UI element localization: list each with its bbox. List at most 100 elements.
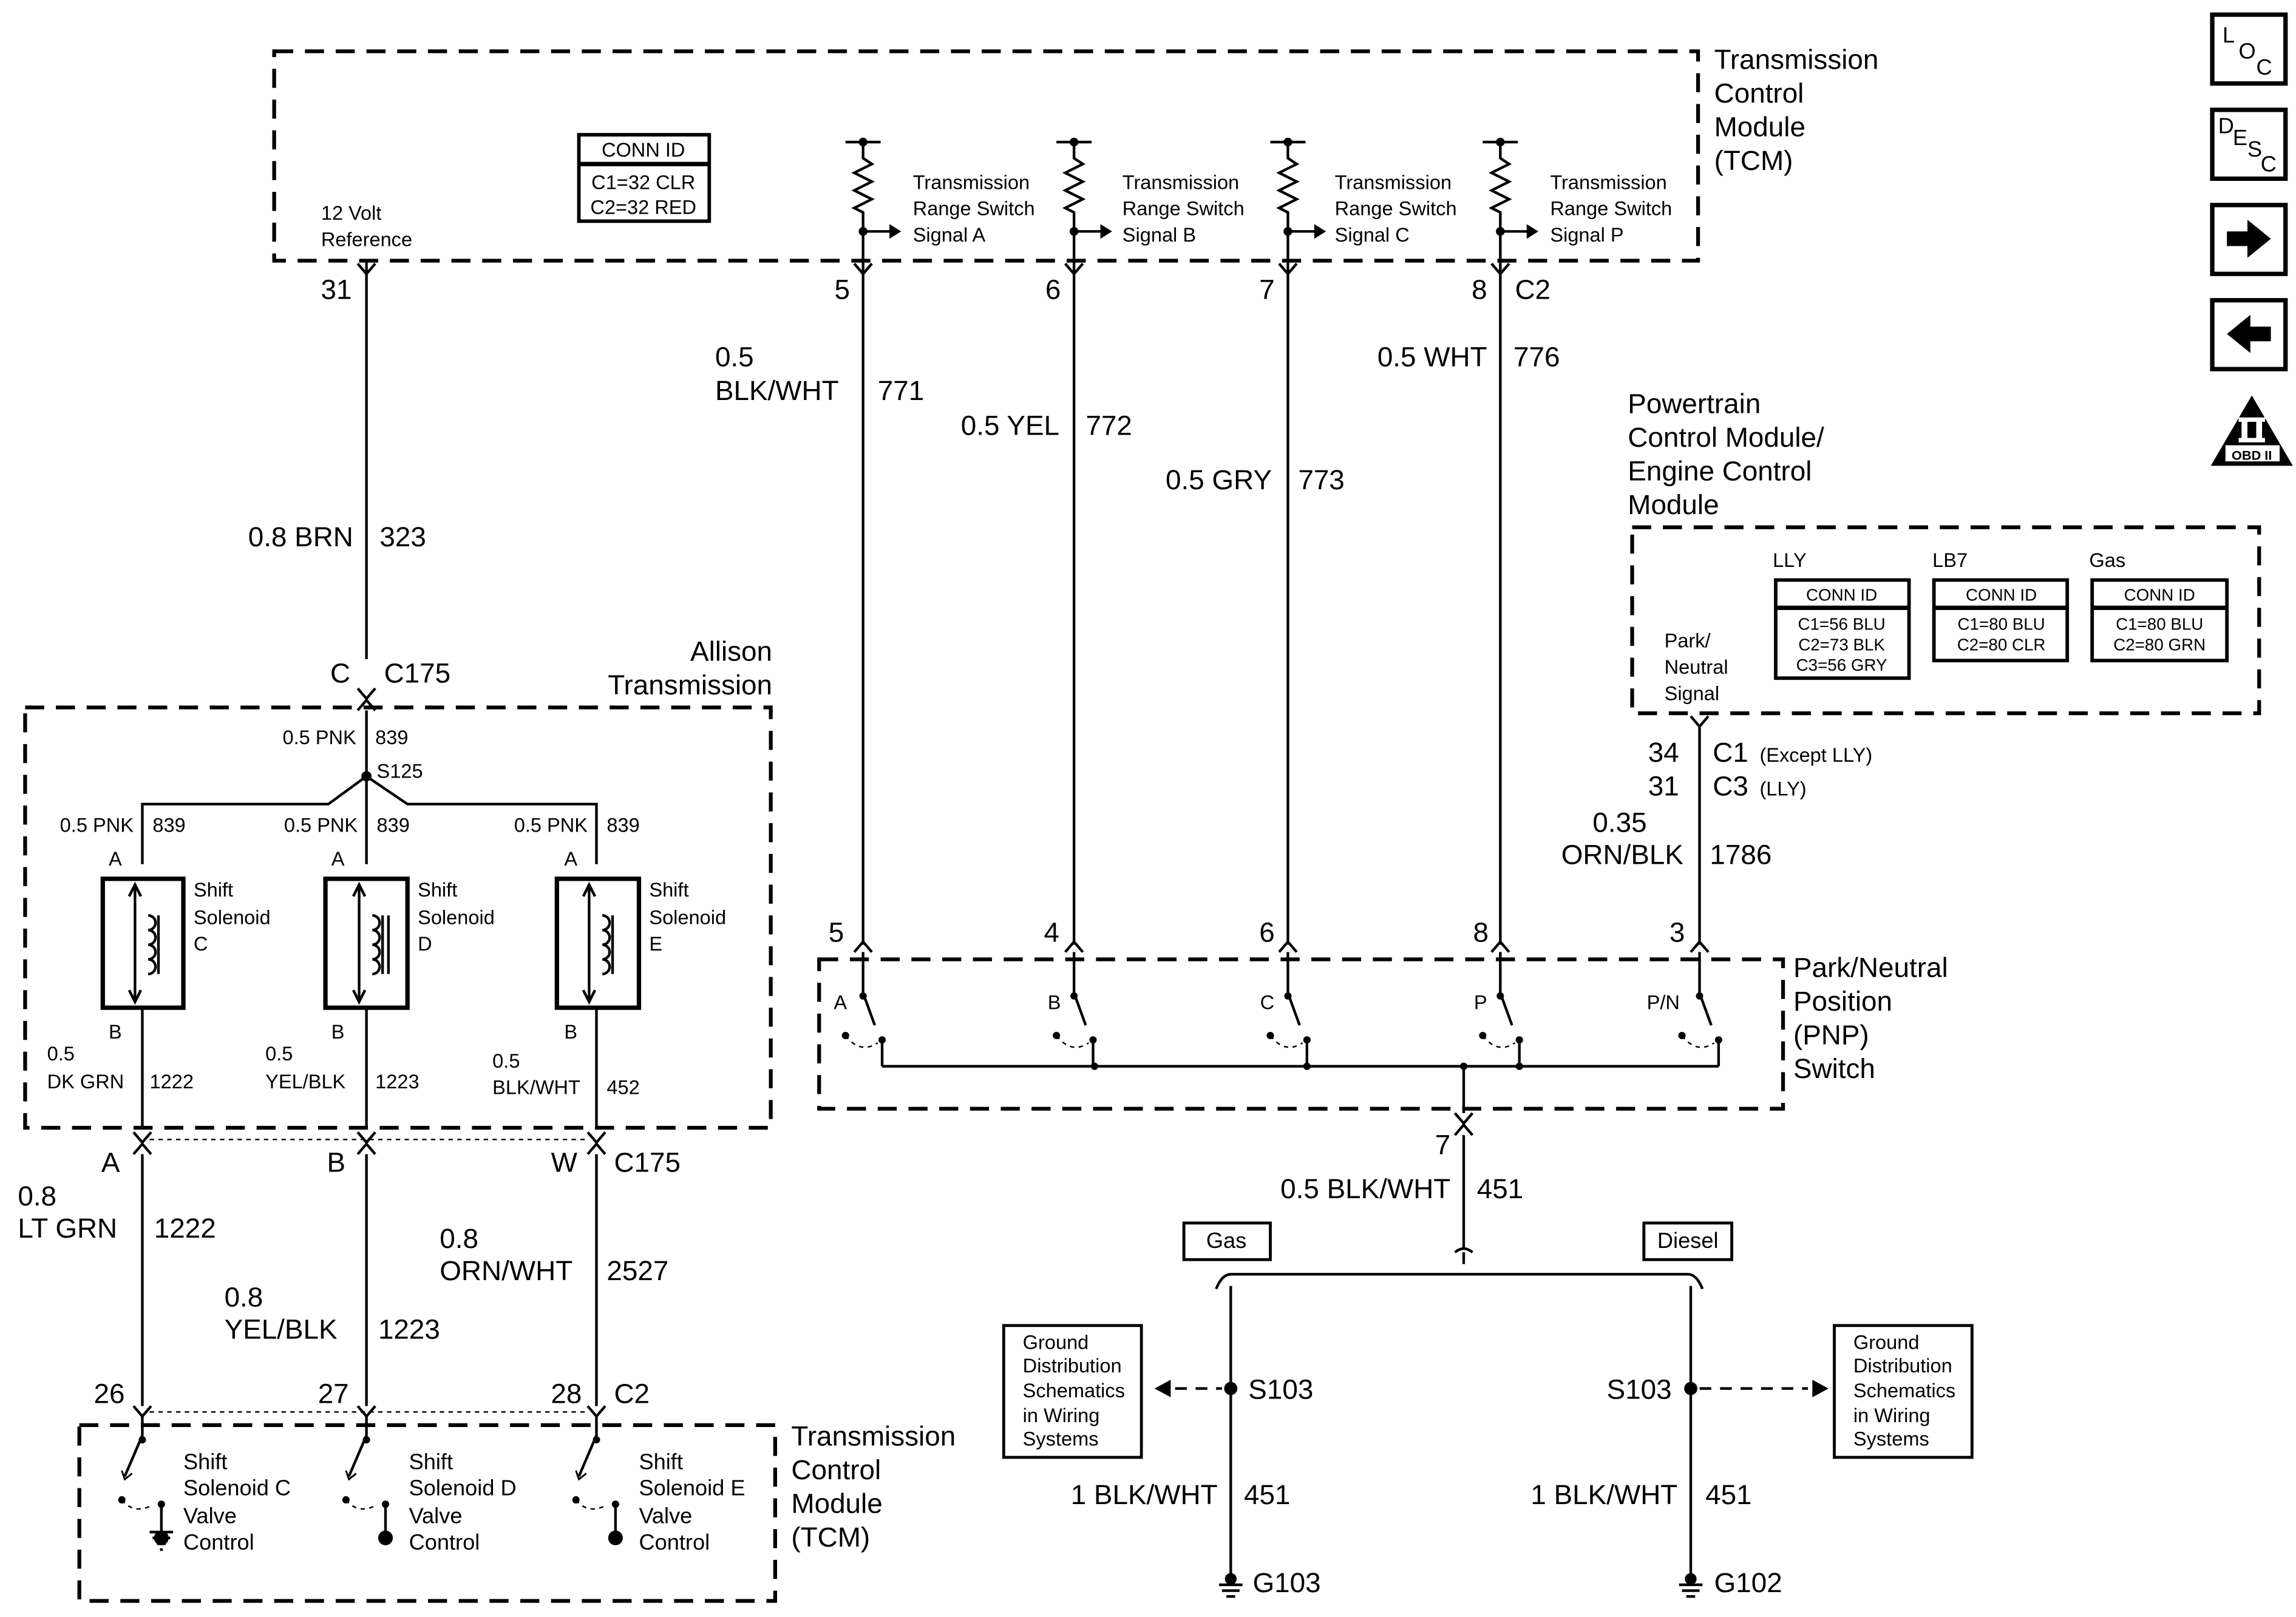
control-label: Valve [183, 1503, 237, 1528]
pin-label: 4 [1044, 917, 1060, 948]
ground-circuit: Gas Diesel S103 1 BLK/WHT 451 G103 Groun… [1002, 1221, 1974, 1598]
connector-label: C175 [614, 1147, 681, 1178]
connector-label: C1 [1713, 737, 1748, 768]
tcm-top-module: Transmission Control Module (TCM) CONN I… [272, 44, 1878, 263]
pin-label: A [101, 1147, 120, 1178]
wire-772: 0.5 YEL 772 [961, 260, 1132, 945]
arrow-left-icon [2227, 314, 2271, 353]
solenoid-label: C [194, 933, 208, 955]
signal-label: Transmission [913, 171, 1030, 193]
ref-text: in Wiring [1853, 1405, 1931, 1426]
wire-circuit: 2527 [606, 1255, 668, 1286]
pcm-title-line: Engine Control [1628, 455, 1812, 486]
control-label: Solenoid D [409, 1476, 517, 1500]
wire-773: 0.5 GRY 773 [1166, 260, 1345, 945]
pnp-contact-p: P [1474, 952, 1523, 1066]
wire-circuit: 451 [1705, 1479, 1751, 1510]
wire-gauge: 0.35 [1592, 807, 1646, 838]
pin-label: B [331, 1021, 345, 1043]
pnp-title-line: Park/Neutral [1793, 952, 1948, 983]
prev-page-button[interactable] [2210, 298, 2288, 371]
connector-note: (LLY) [1759, 778, 1806, 799]
variant-label: Gas [2089, 549, 2125, 571]
wire-2527: 0.8 ORN/WHT 2527 [440, 1154, 668, 1406]
control-label: Solenoid E [639, 1476, 745, 1500]
conn-id-row: C2=32 RED [590, 196, 696, 218]
ref-text: in Wiring [1023, 1405, 1100, 1426]
allison-title: Allison [690, 636, 772, 666]
wire-circuit: 451 [1477, 1173, 1523, 1204]
next-page-button[interactable] [2210, 203, 2288, 276]
wire-circuit: 839 [152, 815, 185, 836]
conn-id-header: CONN ID [1806, 585, 1877, 604]
variant-label: LB7 [1932, 549, 1968, 571]
wire-color: 0.5 BLK/WHT [1280, 1173, 1450, 1204]
control-label: Control [639, 1530, 710, 1554]
wire-circuit: 839 [377, 815, 410, 836]
conn-id-row: C1=80 BLU [1957, 615, 2045, 634]
wire-color: DK GRN [47, 1071, 124, 1093]
pin-label: 27 [318, 1378, 349, 1409]
loc-button[interactable]: L O C [2210, 12, 2288, 86]
ground-distribution-ref-left[interactable]: Ground Distribution Schematics in Wiring… [1002, 1324, 1143, 1459]
signal-label: Transmission [1123, 171, 1239, 193]
ref-text: Systems [1023, 1428, 1099, 1450]
wire-color: 0.5 YEL [961, 410, 1059, 441]
wire-776: 0.5 WHT 776 [1377, 260, 1560, 945]
wire-circuit: 452 [606, 1077, 639, 1099]
ref-label: 12 Volt [321, 202, 382, 224]
wire-circuit: 1223 [375, 1071, 419, 1093]
conn-id-row: C2=80 GRN [2113, 635, 2206, 654]
gas-ground-branch: S103 1 BLK/WHT 451 G103 [1071, 1374, 1321, 1598]
switch-label: C [1260, 992, 1275, 1014]
solenoid-label: E [649, 933, 662, 955]
signal-label: Signal [1665, 682, 1720, 704]
obd-label: OBD II [2232, 448, 2272, 463]
signal-label: Signal C [1335, 224, 1410, 246]
wire-color: ORN/BLK [1561, 839, 1684, 870]
wire-color: YEL/BLK [225, 1314, 338, 1345]
conn-id-row: C2=80 CLR [1957, 635, 2046, 654]
tcm-title-line: Module [1714, 111, 1805, 142]
pin-label: 7 [1259, 274, 1275, 305]
tcm-title-line: (TCM) [1714, 145, 1793, 176]
wire-color: 1 BLK/WHT [1530, 1479, 1677, 1510]
diesel-label: Diesel [1657, 1228, 1719, 1253]
wire-gauge: 0.5 [715, 341, 754, 372]
conn-id-row: C3=56 GRY [1796, 656, 1887, 674]
pin-label: 26 [94, 1378, 125, 1409]
solenoid-label: Shift [194, 879, 233, 901]
pin-label: 8 [1472, 274, 1487, 305]
control-label: Solenoid C [183, 1476, 291, 1500]
diesel-ground-branch: S103 1 BLK/WHT 451 G102 [1530, 1374, 1829, 1598]
pin-label: B [564, 1021, 577, 1043]
pnp-title-line: Switch [1793, 1053, 1875, 1084]
wire-gauge: 0.5 [265, 1043, 293, 1065]
pin-label: 5 [829, 917, 844, 948]
wire-circuit: 1223 [378, 1314, 440, 1345]
splice-s103-gas [1224, 1381, 1238, 1395]
wire-color: 0.5 PNK [282, 727, 356, 748]
wire-gauge: 0.8 [18, 1181, 56, 1212]
splice-label: S103 [1607, 1374, 1672, 1405]
ref-text: Systems [1853, 1428, 1929, 1450]
connector-label: C3 [1713, 770, 1748, 801]
desc-letter: S [2247, 137, 2262, 161]
connector-label: C175 [384, 657, 451, 688]
pcm-title-line: Module [1628, 489, 1719, 520]
conn-id-table-gas: Gas CONN ID C1=80 BLU C2=80 GRN [2089, 549, 2229, 663]
solenoid-label: Solenoid [194, 907, 271, 929]
ref-text: Ground [1853, 1331, 1920, 1353]
wire-circuit: 773 [1298, 464, 1344, 495]
ground-distribution-ref-right[interactable]: Ground Distribution Schematics in Wiring… [1833, 1324, 1974, 1459]
splice-s103-diesel [1684, 1381, 1697, 1395]
pin-label: 8 [1473, 917, 1489, 948]
desc-button[interactable]: D E S C [2210, 107, 2288, 181]
solenoid-label: Solenoid [418, 907, 495, 929]
pnp-title-line: (PNP) [1793, 1019, 1869, 1050]
pin-label: 34 [1648, 737, 1679, 768]
signal-p-pullup: Transmission Range Switch Signal P [1483, 137, 1672, 261]
signal-label: Signal B [1123, 224, 1196, 246]
signal-label: Signal A [913, 224, 986, 246]
